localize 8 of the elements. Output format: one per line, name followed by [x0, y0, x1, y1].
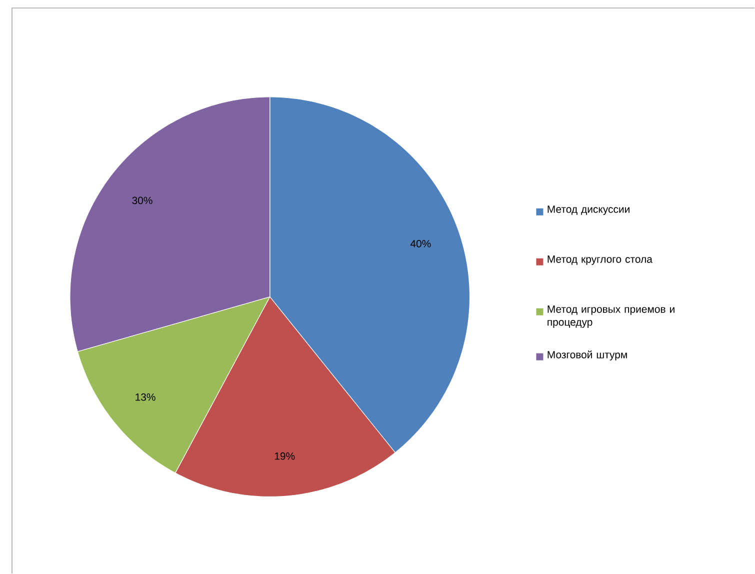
- legend-label: Мозговой штурм: [548, 350, 627, 360]
- legend-label: Метод игровых приемов и процедур: [548, 306, 674, 328]
- data-label: 40%: [410, 240, 431, 248]
- legend-label: Метод дискуссии: [548, 206, 630, 215]
- data-label: 19%: [274, 452, 295, 460]
- legend-label: Метод круглого стола: [548, 256, 652, 265]
- data-label: 13%: [136, 393, 156, 401]
- data-label: 30%: [132, 196, 152, 204]
